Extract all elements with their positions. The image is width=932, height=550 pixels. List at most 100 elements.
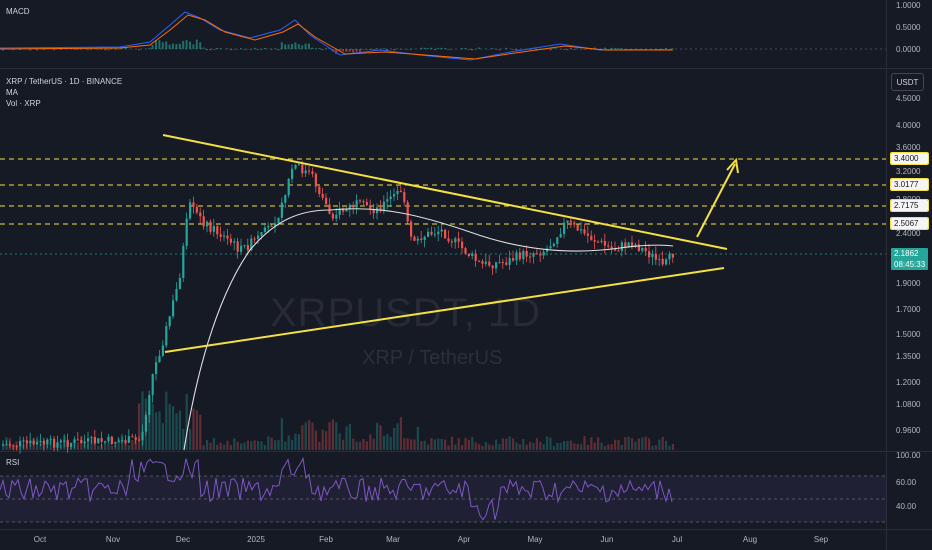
volume-bar <box>467 439 470 450</box>
volume-bar <box>525 444 528 450</box>
time-tick: Feb <box>319 535 333 544</box>
candle-body <box>437 231 440 235</box>
macd-histogram-bar <box>345 49 348 52</box>
candle-body <box>627 242 630 247</box>
macd-histogram-bar <box>206 49 208 51</box>
volume-bar <box>53 441 56 450</box>
candle-body <box>182 246 185 278</box>
rsi-pane[interactable]: RSI <box>0 452 932 529</box>
macd-histogram-bar <box>665 48 667 49</box>
symbol-title[interactable]: XRP / TetherUS · 1D · BINANCE <box>6 77 123 86</box>
candle-body <box>297 164 300 166</box>
level-badge-27175[interactable]: 2.7175 <box>890 199 929 212</box>
candle-body <box>267 225 270 228</box>
candle-body <box>185 218 188 247</box>
volume-bar <box>257 441 260 450</box>
volume-bar <box>447 445 450 450</box>
macd-histogram-bar <box>393 49 395 51</box>
macd-histogram-bar <box>257 49 259 50</box>
volume-bar <box>202 445 205 450</box>
volume-bar <box>491 445 494 450</box>
macd-tick: 0.0000 <box>896 45 921 54</box>
macd-histogram-bar <box>478 47 480 49</box>
time-tick: Mar <box>386 535 400 544</box>
macd-histogram-bar <box>42 49 45 51</box>
macd-histogram-bar <box>355 49 358 52</box>
volume-bar <box>617 439 620 450</box>
candle-body <box>325 197 328 205</box>
volume-bar <box>280 418 283 450</box>
volume-bar <box>627 436 630 450</box>
volume-bar <box>22 444 25 450</box>
candle-body <box>668 253 671 260</box>
macd-histogram-bar <box>471 49 474 51</box>
volume-bar <box>216 444 219 450</box>
candle-body <box>457 238 460 242</box>
macd-tick: 1.0000 <box>896 1 921 10</box>
level-badge-30177[interactable]: 3.0177 <box>890 178 929 191</box>
candle-body <box>376 207 379 214</box>
price-axis[interactable] <box>886 0 932 550</box>
candle-body <box>450 241 453 243</box>
candle-body <box>134 437 137 440</box>
level-badge-25067[interactable]: 2.5067 <box>890 217 929 230</box>
volume-bar <box>199 414 202 450</box>
macd-histogram-bar <box>498 49 501 51</box>
candle-body <box>46 439 49 445</box>
volume-bar <box>209 442 212 450</box>
volume-bar <box>175 413 178 450</box>
macd-histogram-bar <box>376 48 378 49</box>
macd-pane[interactable]: MACD <box>0 0 932 68</box>
pane-separator[interactable] <box>0 451 932 452</box>
candle-body <box>90 437 93 439</box>
level-badge-3400[interactable]: 3.4000 <box>890 152 929 165</box>
currency-button[interactable]: USDT <box>891 73 924 91</box>
rsi-tick: 100.00 <box>896 451 921 460</box>
candle-body <box>301 164 304 174</box>
time-tick: Jun <box>600 535 614 544</box>
volume-bar <box>121 436 124 450</box>
macd-histogram-bar <box>185 40 188 49</box>
candle-body <box>12 445 15 447</box>
candle-body <box>209 221 212 232</box>
macd-histogram-bar <box>158 40 161 49</box>
volume-bar <box>277 439 280 450</box>
macd-histogram-bar <box>583 49 586 50</box>
macd-histogram-bar <box>36 49 38 51</box>
candle-body <box>216 226 219 235</box>
chart-canvas[interactable] <box>0 0 886 550</box>
candle-body <box>158 355 161 363</box>
macd-histogram-bar <box>287 44 290 49</box>
volume-bar <box>328 422 331 450</box>
volume-bar <box>529 441 532 450</box>
last-price-badge[interactable]: 2.1862 08:45:33 <box>891 248 928 270</box>
volume-bar <box>386 434 389 450</box>
macd-histogram-bar <box>566 49 569 51</box>
pane-separator[interactable] <box>0 68 932 69</box>
volume-indicator-label[interactable]: Vol · XRP <box>6 99 41 108</box>
candle-body <box>471 253 474 257</box>
volume-bar <box>87 443 90 450</box>
ma-indicator-label[interactable]: MA <box>6 88 18 97</box>
volume-bar <box>124 442 127 450</box>
volume-bar <box>648 438 651 450</box>
volume-bar <box>233 438 236 450</box>
volume-bar <box>505 438 508 450</box>
candle-body <box>498 262 501 264</box>
macd-histogram-bar <box>590 49 593 50</box>
candle-body <box>100 438 103 442</box>
price-pane[interactable]: XRP / TetherUS · 1D · BINANCE MA Vol · X… <box>0 69 932 451</box>
macd-histogram-bar <box>671 48 674 49</box>
macd-histogram-bar <box>189 41 191 49</box>
candle-body <box>260 232 263 236</box>
macd-histogram-bar <box>382 48 385 49</box>
candle-body <box>138 439 141 441</box>
macd-tick: 0.5000 <box>896 23 921 32</box>
candle-body <box>151 374 154 395</box>
macd-histogram-bar <box>155 40 157 49</box>
volume-bar <box>49 439 52 450</box>
macd-histogram-bar <box>304 43 307 49</box>
volume-bar <box>382 435 385 450</box>
candle-body <box>658 258 661 260</box>
macd-histogram-bar <box>386 49 389 51</box>
